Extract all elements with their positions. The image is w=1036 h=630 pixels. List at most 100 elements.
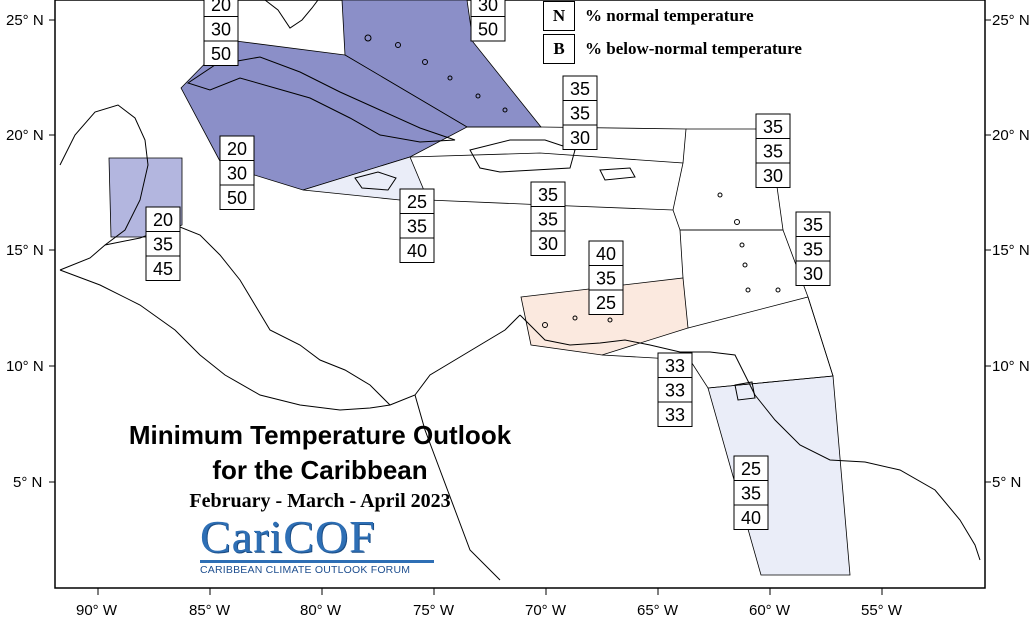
island-dot <box>734 219 740 225</box>
legend-label-below: % below-normal temperature <box>585 39 802 58</box>
probability-value: 35 <box>407 217 427 237</box>
caricof-logo: CariCOF CARIBBEAN CLIMATE OUTLOOK FORUM <box>200 514 434 576</box>
legend-key-normal: N <box>543 1 575 31</box>
probability-box-group: 33 33 33 <box>657 352 693 427</box>
probability-value: 20 <box>211 0 231 15</box>
probability-cell <box>562 100 598 126</box>
probability-value: 35 <box>153 235 173 255</box>
probability-box-group: 20 30 50 <box>203 0 239 66</box>
island-dot <box>717 192 723 198</box>
probability-cell <box>755 138 791 164</box>
island-dot <box>364 34 372 42</box>
probability-value: 30 <box>538 234 558 254</box>
probability-value: 25 <box>407 192 427 212</box>
coast-hispaniola <box>469 139 576 173</box>
legend-key-below: B <box>543 34 575 64</box>
probability-box-group: 25 35 40 <box>399 188 435 263</box>
probability-cell <box>588 240 624 266</box>
small-islands <box>364 34 781 328</box>
lon-label-55w: 55° W <box>861 602 903 619</box>
island-dot <box>447 75 453 81</box>
map-subtitle: February - March - April 2023 <box>189 490 451 512</box>
probability-value: 50 <box>478 20 498 40</box>
probability-value: 40 <box>596 244 616 264</box>
lat-label-25n-right: 25° N <box>992 12 1030 29</box>
probability-cell <box>219 135 255 161</box>
probability-cell <box>755 162 791 188</box>
lat-label-10n-right: 10° N <box>992 358 1030 375</box>
coast-venezuela <box>519 314 756 396</box>
probability-labels: 3050203050203050203545253540353530353530… <box>145 0 831 530</box>
lat-label-5n-left: 5° N <box>13 474 43 491</box>
lat-label-10n-left: 10° N <box>6 358 44 375</box>
probability-value: 33 <box>665 381 685 401</box>
lat-label-20n-left: 20° N <box>6 127 44 144</box>
probability-cell <box>795 211 831 237</box>
coast-jamaica <box>354 171 397 191</box>
probability-value: 35 <box>763 117 783 137</box>
probability-cell <box>530 230 566 256</box>
probability-value: 35 <box>570 104 590 124</box>
coast-florida <box>264 0 319 29</box>
probability-value: 35 <box>741 484 761 504</box>
probability-value: 35 <box>538 185 558 205</box>
island-dot <box>502 107 508 113</box>
probability-value: 30 <box>478 0 498 15</box>
probability-cell <box>795 260 831 286</box>
probability-value: 35 <box>570 79 590 99</box>
lat-label-25n-left: 25° N <box>6 12 44 29</box>
probability-box-group: 35 35 30 <box>755 113 791 188</box>
probability-value: 30 <box>763 166 783 186</box>
probability-value: 35 <box>596 269 616 289</box>
probability-cell <box>733 504 769 530</box>
probability-cell <box>530 181 566 207</box>
probability-cell <box>733 480 769 506</box>
lon-label-75w: 75° W <box>413 602 455 619</box>
probability-value: 20 <box>153 210 173 230</box>
probability-cell <box>203 40 239 66</box>
coastlines <box>59 0 981 581</box>
lat-label-15n-right: 15° N <box>992 242 1030 259</box>
probability-cell <box>145 231 181 257</box>
lat-label-5n-right: 5° N <box>992 474 1022 491</box>
probability-cell <box>219 160 255 186</box>
probability-value: 25 <box>596 293 616 313</box>
probability-box-group: 25 35 40 <box>733 455 769 530</box>
probability-cell <box>795 236 831 262</box>
island-dot <box>745 287 751 293</box>
probability-cell <box>530 206 566 232</box>
island-dot <box>775 287 781 293</box>
coast-yucatan <box>59 104 149 271</box>
probability-value: 30 <box>570 128 590 148</box>
coast-pacific-central-america <box>59 269 391 411</box>
title-line-2: for the Caribbean <box>212 455 428 485</box>
lon-label-70w: 70° W <box>525 602 567 619</box>
probability-value: 30 <box>803 264 823 284</box>
probability-value: 35 <box>763 142 783 162</box>
probability-value: 33 <box>665 356 685 376</box>
zone-abc <box>520 277 689 356</box>
boundary-turks <box>467 126 687 164</box>
probability-value: 35 <box>538 210 558 230</box>
coast-south-america <box>754 394 981 561</box>
lon-label-90w: 90° W <box>76 602 118 619</box>
legend-label-normal: % normal temperature <box>585 6 754 25</box>
probability-value: 25 <box>741 459 761 479</box>
lon-label-60w: 60° W <box>749 602 791 619</box>
probability-value: 50 <box>211 44 231 64</box>
probability-value: 45 <box>153 259 173 279</box>
probability-cell <box>399 188 435 214</box>
probability-box-group: 40 35 25 <box>588 240 624 315</box>
probability-value: 35 <box>803 215 823 235</box>
island-dot <box>475 93 481 99</box>
probability-box-group: 35 35 30 <box>530 181 566 256</box>
island-dot <box>395 42 401 48</box>
probability-value: 20 <box>227 139 247 159</box>
lon-label-80w: 80° W <box>300 602 342 619</box>
map-title: Minimum Temperature Outlook for the Cari… <box>60 418 580 488</box>
probability-box-group: 35 35 30 <box>562 75 598 150</box>
probability-value: 30 <box>211 20 231 40</box>
lat-label-20n-right: 20° N <box>992 127 1030 144</box>
